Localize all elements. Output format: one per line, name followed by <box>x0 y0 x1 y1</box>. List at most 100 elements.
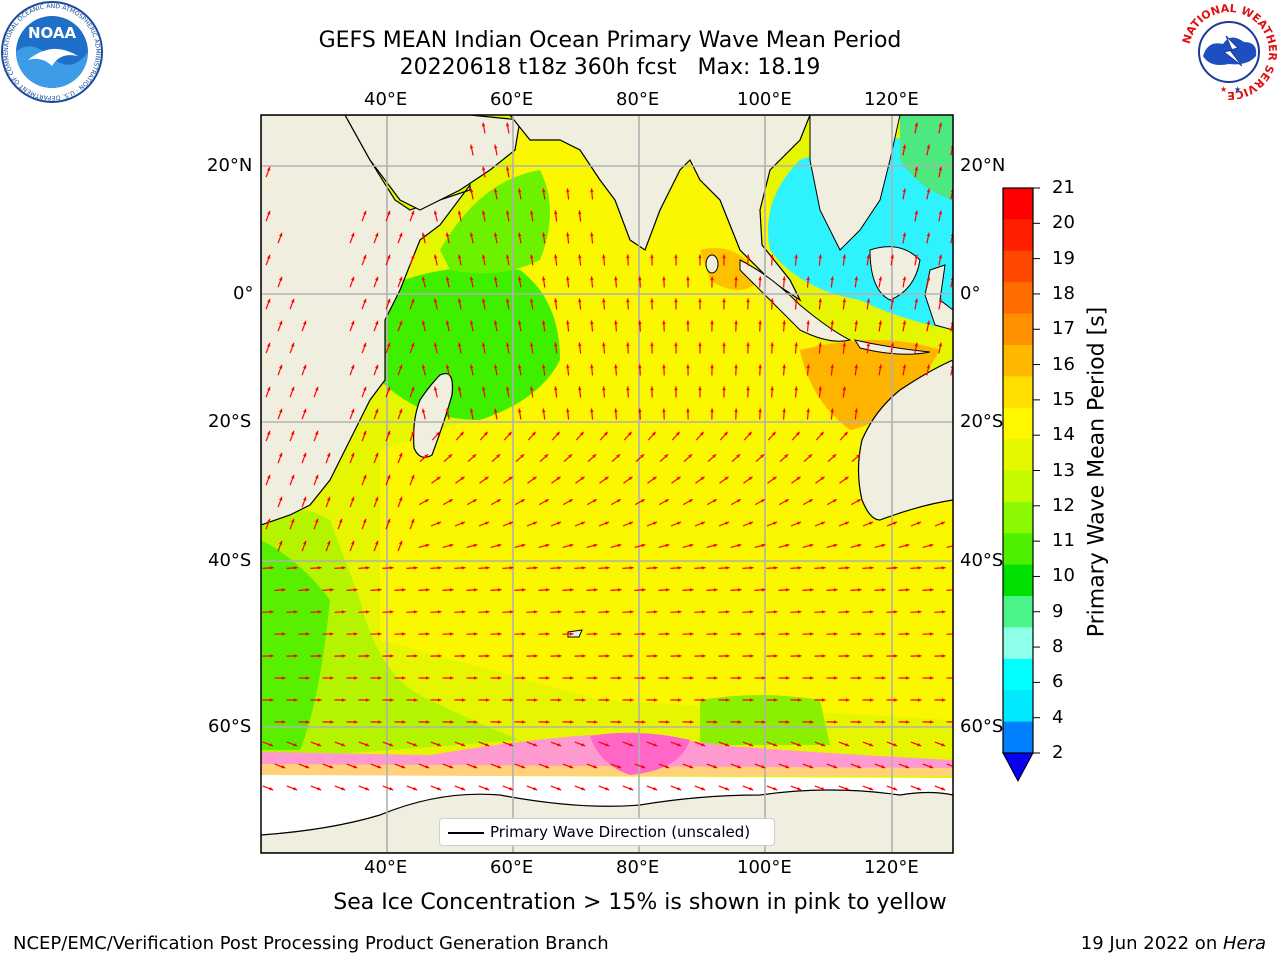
wave-arrow-head <box>473 632 478 636</box>
wave-arrow-head <box>375 276 379 281</box>
wave-arrow-head <box>542 320 546 325</box>
wave-arrow-head <box>917 743 922 747</box>
wave-arrow-head <box>315 386 319 391</box>
wave-arrow-head <box>893 566 898 570</box>
wave-arrow-head <box>617 676 622 680</box>
wave-arrow-head <box>351 232 355 237</box>
wave-arrow-head <box>557 654 562 658</box>
wave-arrow-head <box>532 476 537 481</box>
wave-arrow-head <box>845 654 850 658</box>
wave-arrow-head <box>722 342 726 347</box>
wave-arrow-head <box>494 320 498 325</box>
wave-arrow-head <box>845 787 850 791</box>
colorbar-tick-label: 15 <box>1052 388 1075 410</box>
colorbar-band <box>1003 596 1033 628</box>
wave-arrow-head <box>602 298 606 303</box>
wave-arrow-head <box>568 454 573 458</box>
wave-arrow-head <box>460 476 465 481</box>
wave-arrow-head <box>461 698 466 702</box>
sulawesi <box>924 264 953 331</box>
wave-arrow-head <box>279 232 283 237</box>
wave-arrow-head <box>433 386 438 391</box>
wave-arrow-head <box>773 743 778 747</box>
wave-arrow-head <box>545 676 550 680</box>
wave-arrow-head <box>449 765 454 769</box>
wave-arrow-head <box>473 765 478 769</box>
wave-arrow-head <box>449 676 454 680</box>
wave-arrow-head <box>614 408 618 413</box>
wave-arrow-head <box>700 431 704 436</box>
wave-arrow-head <box>652 431 656 436</box>
wave-arrow-head <box>365 654 370 658</box>
wave-arrow-head <box>677 566 682 570</box>
wave-arrow-head <box>351 364 355 369</box>
wave-arrow-head <box>712 454 717 458</box>
wave-arrow-head <box>833 720 838 724</box>
wave-arrow-head <box>411 518 415 523</box>
wave-arrow-head <box>530 298 534 303</box>
wave-arrow-head <box>797 521 802 525</box>
wave-arrow-head <box>869 787 874 791</box>
wave-arrow-head <box>425 765 430 769</box>
wave-arrow-head <box>353 676 358 680</box>
wave-arrow-head <box>713 588 718 592</box>
wave-arrow-head <box>545 588 550 592</box>
wave-arrow-head <box>794 342 798 347</box>
wave-arrow-head <box>448 454 453 458</box>
wave-arrow-head <box>653 566 658 570</box>
wave-arrow-head <box>291 298 295 303</box>
wave-arrow-head <box>689 632 694 636</box>
wave-arrow-head <box>677 521 682 525</box>
wave-arrow-head <box>545 720 550 724</box>
wave-arrow-head <box>782 364 786 369</box>
wave-arrow-head <box>866 342 870 347</box>
wave-arrow-head <box>473 720 478 724</box>
wave-arrow-head <box>399 452 403 457</box>
wave-arrow-head <box>303 540 307 545</box>
wave-arrow-head <box>509 610 514 614</box>
colorbar-tick-label: 9 <box>1052 600 1064 622</box>
wave-arrow-head <box>784 499 789 503</box>
wave-arrow-head <box>317 654 322 658</box>
wave-arrow-head <box>279 276 283 281</box>
wave-arrow-head <box>914 254 919 259</box>
wave-arrow-head <box>941 743 946 747</box>
wave-arrow-head <box>557 743 562 747</box>
wave-arrow-head <box>520 454 525 458</box>
wave-arrow-head <box>353 632 358 636</box>
wave-arrow-head <box>581 743 586 747</box>
wave-arrow-head <box>857 720 862 724</box>
wave-arrow-head <box>746 342 750 347</box>
wave-arrow-head <box>317 566 322 570</box>
wave-arrow-head <box>485 654 490 658</box>
wave-arrow-head <box>389 610 394 614</box>
wave-arrow-head <box>269 698 274 702</box>
wave-arrow-head <box>363 430 367 435</box>
wave-arrow-head <box>773 521 778 525</box>
wave-arrow-head <box>809 720 814 724</box>
wave-arrow-head <box>785 676 790 680</box>
wave-arrow-head <box>905 632 910 636</box>
colorbar-tick-label: 4 <box>1052 706 1064 728</box>
wave-arrow-head <box>341 698 346 702</box>
wave-arrow-head <box>653 521 658 525</box>
wave-arrow-head <box>413 610 418 614</box>
wave-arrow-head <box>457 210 462 215</box>
wave-arrow-head <box>926 320 931 325</box>
wave-arrow-head <box>387 430 391 435</box>
wave-arrow-head <box>821 566 826 570</box>
wave-arrow-head <box>509 743 514 747</box>
wave-arrow-head <box>749 521 754 525</box>
wave-arrow-head <box>445 276 450 281</box>
wave-arrow-head <box>914 342 919 347</box>
wave-arrow-head <box>433 342 438 347</box>
wave-arrow-head <box>665 676 670 680</box>
wave-arrow-head <box>496 454 501 458</box>
wave-arrow-head <box>713 720 718 724</box>
arabia-land <box>344 115 521 211</box>
wave-arrow-head <box>267 474 271 479</box>
australia-land <box>857 359 953 521</box>
wave-arrow-head <box>722 386 726 391</box>
wave-arrow-head <box>461 566 466 570</box>
